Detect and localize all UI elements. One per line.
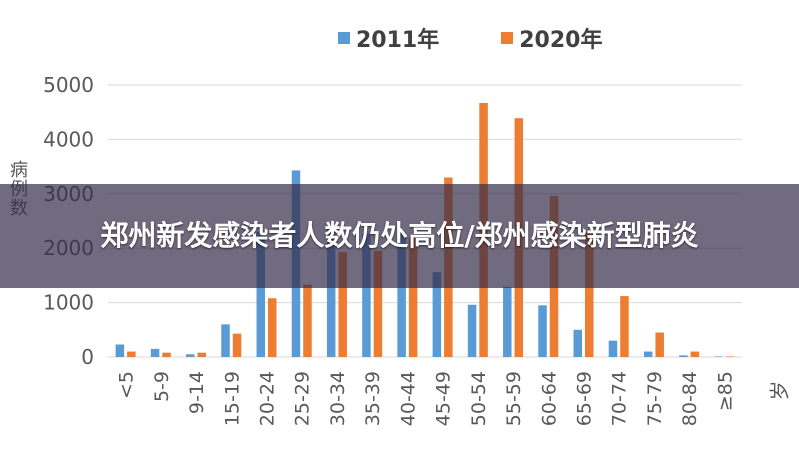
bar-2011 <box>150 348 160 357</box>
bar-2020 <box>408 237 418 357</box>
bar-2011 <box>397 232 406 357</box>
bar-2011 <box>256 231 265 357</box>
x-tick-label: <5 <box>116 371 138 399</box>
bar-2011 <box>467 304 477 357</box>
legend-label-2020: 2020年 <box>519 28 603 53</box>
bar-2011 <box>573 329 582 357</box>
x-tick-label: 65-69 <box>574 371 596 426</box>
x-tick-label: 55-59 <box>503 371 525 426</box>
x-tick-label: 75-79 <box>644 371 666 426</box>
legend-item-2011: 2011年 <box>338 22 439 54</box>
x-tick-label: 70-74 <box>609 371 631 426</box>
bar-2011 <box>362 233 371 357</box>
x-tick-label: 20-24 <box>257 371 279 426</box>
x-axis-unit: 岁 <box>767 380 792 401</box>
bar-2020 <box>268 298 277 357</box>
bar-2011 <box>608 340 618 357</box>
x-tick-label: 25-29 <box>292 371 314 426</box>
bar-2020 <box>655 332 664 357</box>
bar-2020 <box>232 333 242 357</box>
x-tick-label: 30-34 <box>327 371 349 426</box>
bar-2020 <box>725 356 735 357</box>
x-tick-label: 50-54 <box>468 371 490 426</box>
x-tick-label: 5-9 <box>151 371 173 402</box>
legend-item-2020: 2020年 <box>501 22 602 54</box>
bar-2011 <box>643 351 653 357</box>
legend-label-2011: 2011年 <box>356 28 440 53</box>
bar-2020 <box>303 284 312 357</box>
x-tick-label: 35-39 <box>362 371 384 426</box>
bar-2020 <box>373 250 383 357</box>
headline-banner: 郑州新发感染者人数仍处高位/郑州感染新型肺炎 <box>0 184 799 288</box>
bar-2020 <box>162 352 171 357</box>
bar-2020 <box>585 231 594 357</box>
y-tick-label: 5000 <box>43 73 94 97</box>
x-tick-label: 45-49 <box>433 371 455 426</box>
bar-2011 <box>538 305 547 357</box>
x-tick-label: 60-64 <box>538 371 560 426</box>
headline-text: 郑州新发感染者人数仍处高位/郑州感染新型肺炎 <box>100 219 699 252</box>
bar-2011 <box>221 324 230 357</box>
y-tick-label: 1000 <box>43 291 94 315</box>
x-tick-label: 9-14 <box>186 371 208 414</box>
legend-swatch-2011 <box>338 32 350 44</box>
y-tick-label: 4000 <box>43 127 94 151</box>
legend: 2011年 2020年 <box>338 22 664 54</box>
bar-2020 <box>338 252 347 357</box>
bar-2011 <box>432 272 442 357</box>
bar-2020 <box>620 296 629 357</box>
x-tick-label: 15-19 <box>221 371 243 426</box>
bar-2011 <box>326 229 336 357</box>
bar-2011 <box>115 344 125 357</box>
bar-2011 <box>714 356 723 357</box>
legend-swatch-2020 <box>501 32 514 44</box>
y-tick-label: 0 <box>81 345 94 369</box>
bar-2011 <box>503 286 512 357</box>
bar-2020 <box>127 351 136 357</box>
x-tick-label: 40-44 <box>397 371 419 426</box>
x-tick-label: ≥85 <box>714 371 736 411</box>
x-tick-label: 80-84 <box>679 371 701 426</box>
bar-2020 <box>690 351 700 357</box>
bar-2011 <box>679 355 688 357</box>
bar-2020 <box>197 352 207 357</box>
bar-2011 <box>186 354 195 357</box>
x-tick-labels: <5 5-9 9-14 15-19 20-24 25-29 30-34 35-39 40-44 4… <box>116 371 737 426</box>
